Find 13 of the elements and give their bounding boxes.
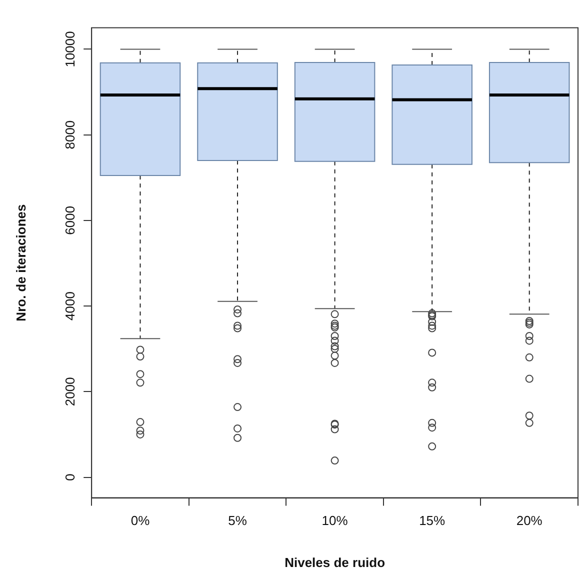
y-tick-label: 0 [62, 474, 78, 481]
x-axis-title: Niveles de ruido [284, 554, 386, 570]
y-tick-label: 6000 [62, 206, 78, 235]
y-axis-title: Nro. de iteraciones [13, 204, 28, 322]
x-tick-label: 15% [419, 513, 446, 528]
x-tick-label: 0% [130, 513, 150, 528]
x-tick-label: 5% [228, 513, 248, 528]
y-tick-label: 2000 [62, 377, 78, 406]
y-tick-label: 4000 [62, 292, 78, 320]
y-tick-label: 8000 [62, 120, 78, 150]
y-tick-label: 10000 [62, 31, 78, 68]
x-tick-label: 20% [516, 513, 543, 528]
x-tick-label: 10% [322, 513, 348, 528]
